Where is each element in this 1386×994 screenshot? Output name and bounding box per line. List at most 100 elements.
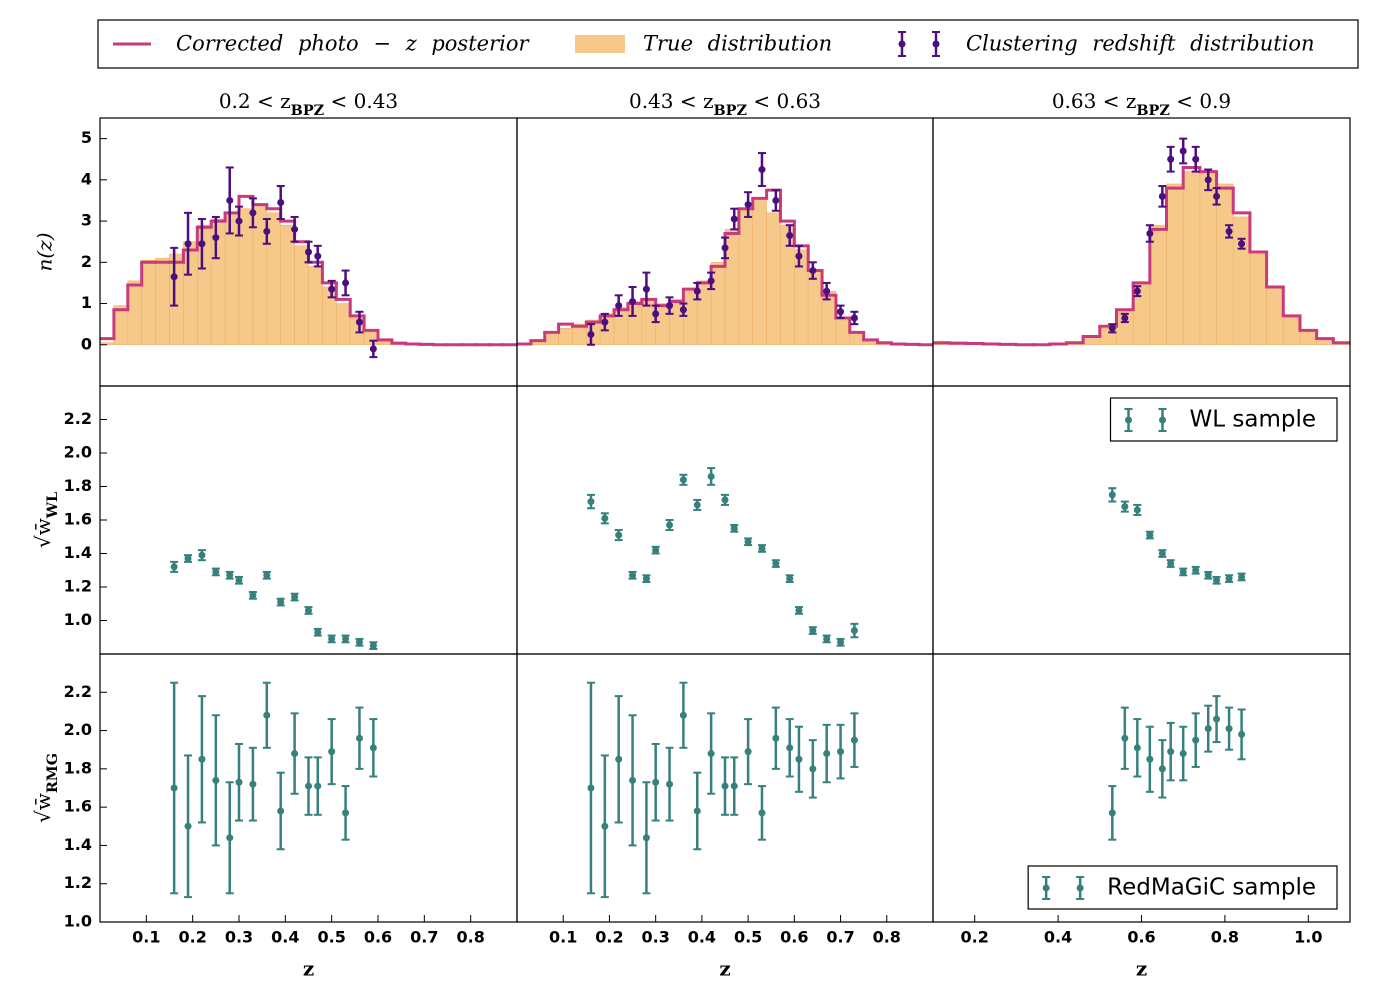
x-tick-label: 0.1 [132, 928, 160, 947]
legend-label: Clustering redshift distribution [966, 32, 1315, 56]
point [1167, 155, 1175, 163]
panel-title-part: < 0.9 [1170, 89, 1231, 113]
point [314, 782, 322, 790]
point [786, 575, 794, 583]
point [772, 196, 780, 204]
y-tick-label: 1.8 [64, 758, 92, 777]
x-tick-label: 0.6 [364, 928, 392, 947]
x-tick-label: 0.6 [780, 928, 808, 947]
true-bin [599, 313, 615, 346]
point [666, 302, 674, 310]
true-bin [280, 224, 295, 346]
panel-title-part: < 0.63 [747, 89, 821, 113]
point [198, 755, 206, 763]
point [707, 750, 715, 758]
panel-title-part: BPZ [714, 102, 748, 119]
x-tick-label: 0.7 [826, 928, 854, 947]
point [226, 834, 234, 842]
point [772, 560, 780, 568]
point [184, 240, 192, 248]
point [1225, 227, 1233, 235]
panel [1108, 695, 1246, 841]
legend-label: Corrected photo − z posterior [176, 32, 530, 56]
y-axis-label: √w̄WL [31, 492, 61, 548]
true-bin [627, 301, 643, 346]
point [328, 635, 336, 643]
true-bin [183, 241, 198, 346]
true-bin [127, 280, 143, 346]
point [1238, 240, 1246, 248]
true-bin [794, 249, 809, 346]
true-bin [141, 259, 156, 346]
true-bin [238, 208, 254, 346]
point [1133, 287, 1141, 295]
x-tick-label: 0.4 [688, 928, 716, 947]
panel [933, 137, 1350, 347]
legend: Corrected photo − z posterior True distri… [97, 19, 1359, 69]
true-bin [169, 253, 184, 346]
point [809, 627, 817, 635]
point [730, 215, 738, 223]
point [850, 736, 858, 744]
true-bin [1316, 340, 1334, 346]
point [170, 563, 178, 571]
point [758, 544, 766, 552]
y-axis-label-part: √w̄ [31, 518, 55, 548]
x-axis-label: z [1136, 957, 1147, 981]
y-tick-label: 1.0 [64, 610, 92, 629]
point [615, 755, 623, 763]
y-tick-label: 1 [81, 293, 92, 312]
x-tick-label: 0.7 [410, 928, 438, 947]
point [342, 635, 350, 643]
point [1179, 147, 1187, 155]
point [369, 345, 377, 353]
point [1158, 550, 1166, 557]
point [850, 627, 858, 635]
point [1192, 736, 1200, 744]
point [235, 217, 243, 225]
point [305, 782, 312, 790]
point [1167, 748, 1175, 756]
point [744, 538, 752, 546]
y-tick-label: 0 [81, 334, 92, 353]
point [679, 306, 687, 314]
point [642, 285, 650, 293]
true-bin [738, 208, 754, 346]
point [1204, 571, 1212, 579]
y-tick-label: 1.8 [64, 476, 92, 495]
point [652, 310, 660, 318]
point [198, 240, 206, 248]
x-axis-label: z [719, 957, 730, 981]
legend-swatch [1159, 416, 1166, 424]
point [837, 638, 845, 646]
y-tick-label: 2.2 [64, 682, 92, 701]
true-bin [613, 307, 629, 346]
true-bin [1282, 315, 1301, 346]
panel-title: 0.2 < zBPZ < 0.43 [219, 89, 398, 119]
point [355, 638, 363, 646]
point [1146, 229, 1154, 237]
point [707, 472, 715, 480]
panel-title-part: 0.63 < z [1052, 89, 1137, 113]
point [342, 809, 350, 817]
point [652, 546, 660, 554]
x-tick-label: 0.5 [734, 928, 762, 947]
point [1108, 324, 1116, 332]
point [291, 593, 299, 601]
point [305, 606, 312, 614]
point [721, 244, 729, 252]
y-tick-label: 3 [81, 211, 92, 230]
panel-title-part: < 0.43 [324, 89, 398, 113]
y-axis-label-part: WL [44, 492, 61, 519]
point [587, 498, 595, 506]
legend-swatch [1042, 884, 1050, 892]
point [314, 628, 322, 636]
y-tick-label: 1.4 [64, 543, 92, 562]
panel-frame [932, 117, 1351, 387]
panel-title-part: BPZ [1136, 102, 1170, 119]
point [263, 571, 271, 579]
panel-title: 0.63 < zBPZ < 0.9 [1052, 89, 1231, 119]
point [652, 778, 660, 786]
point [1121, 734, 1129, 742]
